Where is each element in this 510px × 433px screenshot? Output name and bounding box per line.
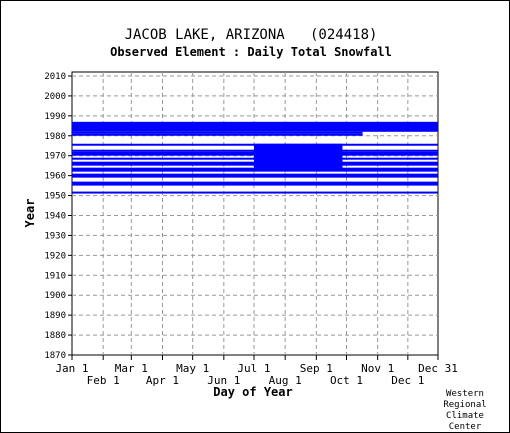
x-tick-label: Jun 1	[207, 374, 240, 387]
y-tick-label: 1970	[44, 152, 66, 162]
chart-title: JACOB LAKE, ARIZONA (024418)	[125, 27, 378, 43]
y-tick-label: 1910	[44, 271, 66, 281]
x-tick-label: Mar 1	[115, 362, 148, 375]
coverage-bar	[72, 181, 438, 186]
x-tick-label: Dec 1	[391, 374, 424, 387]
x-tick-label: Feb 1	[87, 374, 120, 387]
plot-area	[71, 71, 439, 356]
y-tick-label: 1990	[44, 112, 66, 122]
x-tick-label: Jan 1	[55, 362, 88, 375]
y-tick-label: 1900	[44, 291, 66, 301]
credit-line-3: Climate	[446, 411, 484, 421]
wrcc-credit: Western Regional Climate Center	[435, 389, 495, 433]
coverage-bar	[72, 133, 363, 136]
x-tick-label: Nov 1	[361, 362, 394, 375]
x-tick-label: Apr 1	[146, 374, 179, 387]
credit-line-4: Center	[448, 422, 482, 432]
y-tick-label: 1930	[44, 231, 66, 241]
y-tick-label: 1980	[44, 132, 66, 142]
y-tick-label: 1950	[44, 192, 66, 202]
y-tick-label: 1920	[44, 251, 66, 261]
x-tick-label: Dec 31	[418, 362, 458, 375]
coverage-bar	[72, 131, 363, 134]
y-axis-label: Year	[23, 199, 37, 228]
x-tick-label: Aug 1	[269, 374, 302, 387]
y-tick-label: 1880	[44, 331, 66, 341]
x-tick-label: Oct 1	[330, 374, 363, 387]
x-tick-label: Jul 1	[237, 362, 270, 375]
x-axis-label: Day of Year	[213, 385, 292, 399]
coverage-bar	[72, 121, 438, 132]
y-tick-label: 2010	[44, 72, 66, 82]
credit-line-1: Western	[446, 389, 484, 399]
y-tick-label: 1890	[44, 311, 66, 321]
credit-line-2: Regional	[443, 400, 487, 410]
chart-subtitle: Observed Element : Daily Total Snowfall	[110, 45, 392, 59]
data-coverage-bars	[72, 121, 438, 194]
x-tick-label: May 1	[176, 362, 209, 375]
coverage-bar	[72, 167, 438, 172]
y-tick-label: 1960	[44, 172, 66, 182]
axes: 1870 1880 1890 1900 1910 1920 1930 1940 1950 1960…	[44, 72, 458, 387]
y-tick-label: 2000	[44, 92, 66, 102]
x-tick-label: Sep 1	[300, 362, 333, 375]
coverage-bar	[253, 143, 343, 170]
y-tick-label: 1940	[44, 211, 66, 221]
coverage-bar	[72, 173, 438, 178]
coverage-bar	[72, 191, 438, 194]
y-tick-label: 1870	[44, 351, 66, 361]
